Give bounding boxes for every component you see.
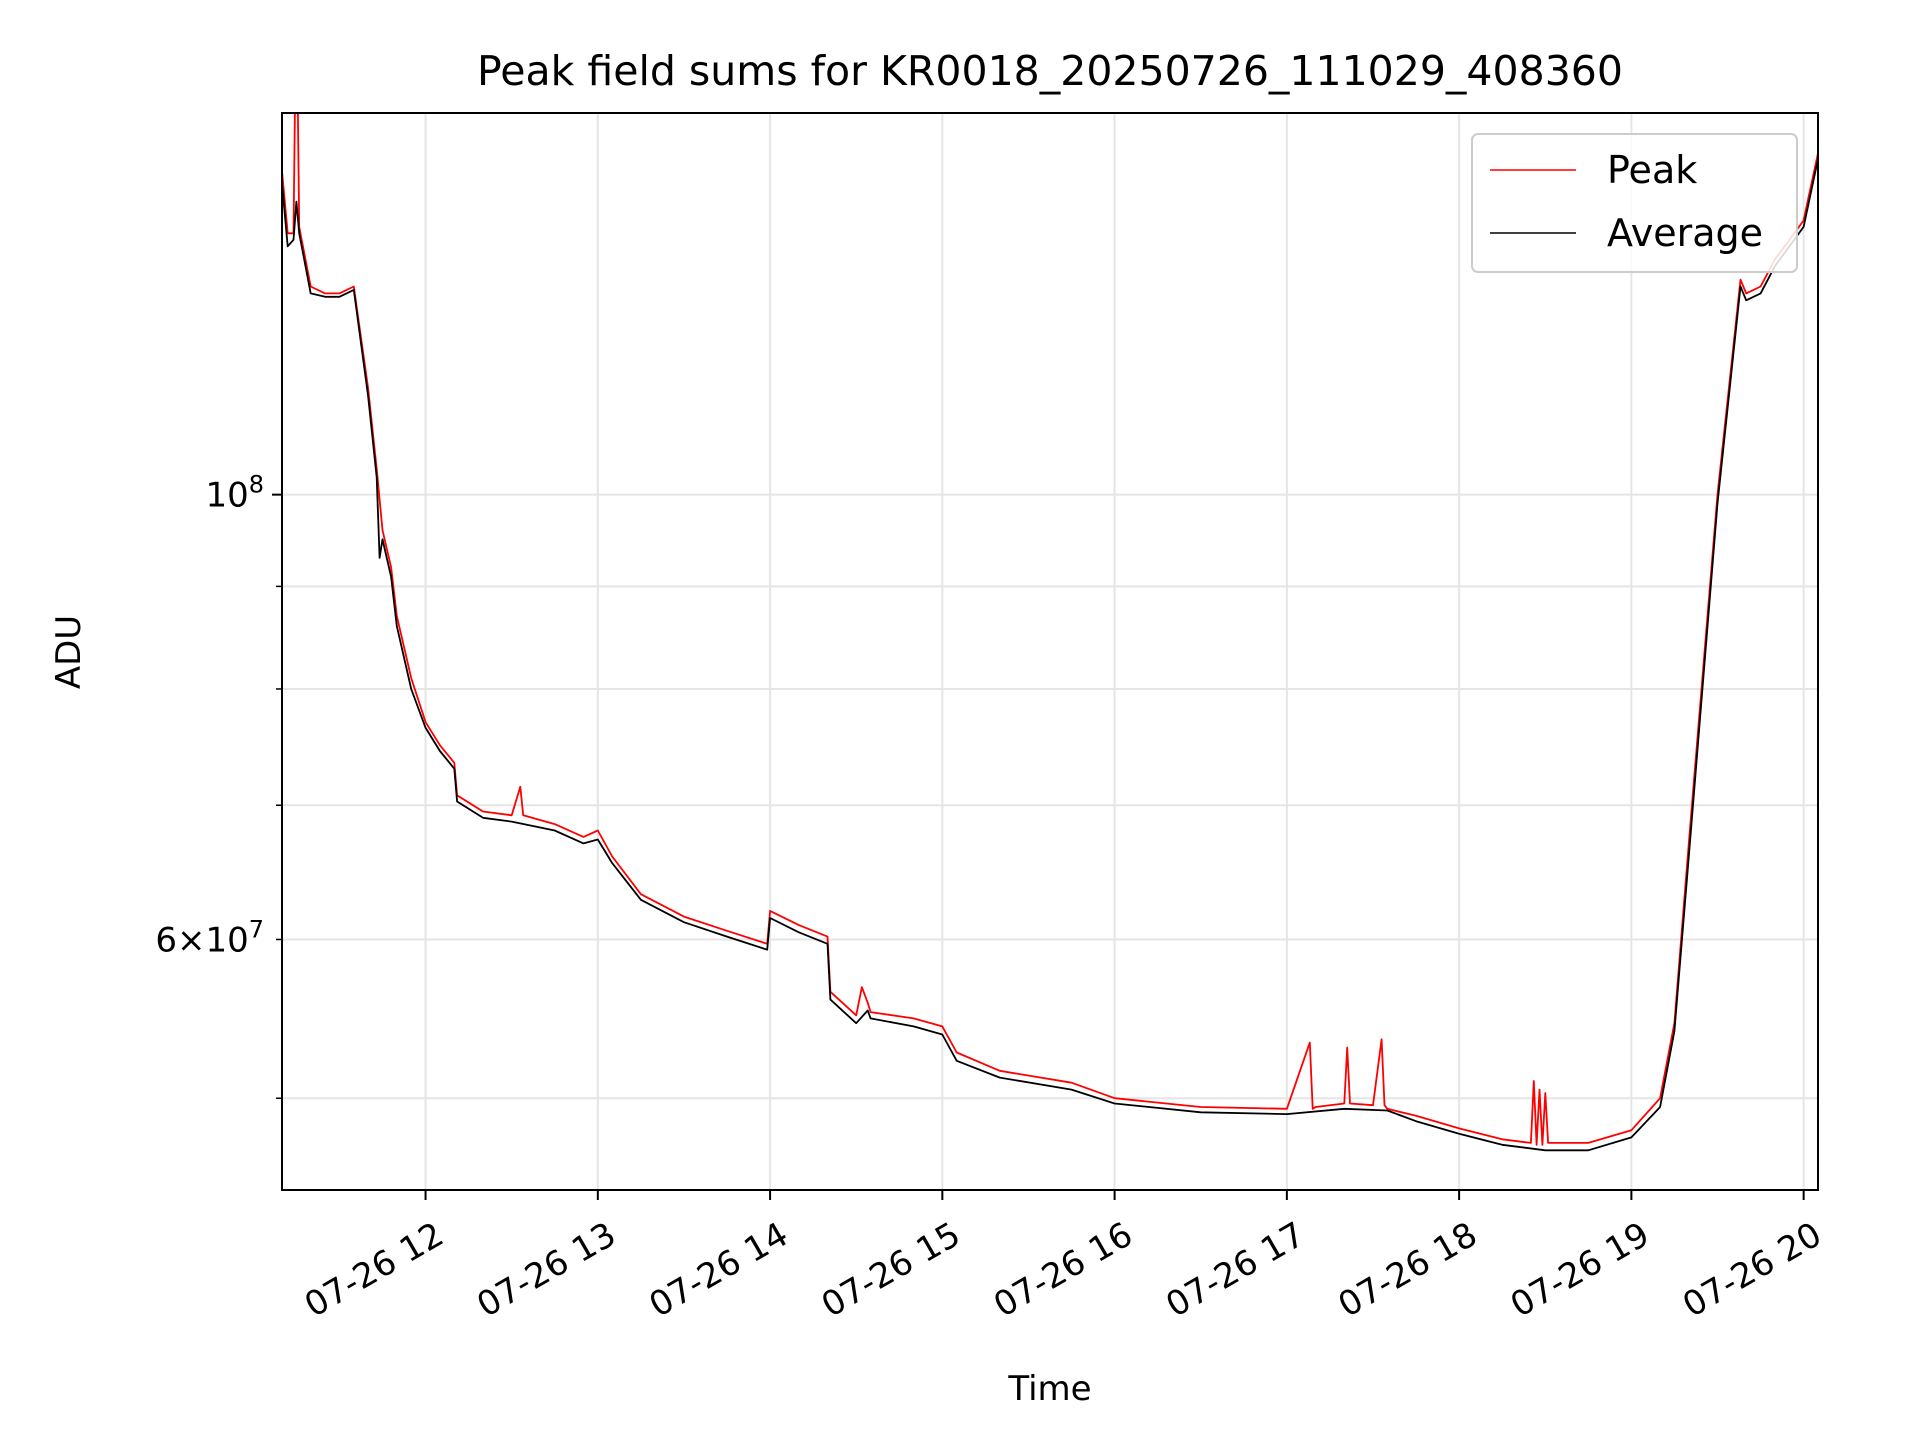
y-tick-label: 6×107: [155, 915, 264, 960]
plot-frame: [281, 112, 1819, 1191]
y-tick-label: 108: [205, 471, 264, 516]
legend-box: [1471, 133, 1798, 273]
series-layer: [282, 113, 1818, 1152]
x-axis-label: Time: [1007, 1369, 1091, 1409]
y-axis-label: ADU: [49, 615, 89, 689]
series-line-average: [282, 158, 1818, 1152]
legend-label-average: Average: [1607, 211, 1763, 255]
grid: [282, 113, 1818, 1190]
series-line-peak: [282, 113, 1818, 1146]
legend: Peak Average: [1471, 133, 1798, 273]
chart-title: Peak field sums for KR0018_20250726_1110…: [477, 47, 1623, 95]
legend-label-peak: Peak: [1607, 148, 1697, 192]
